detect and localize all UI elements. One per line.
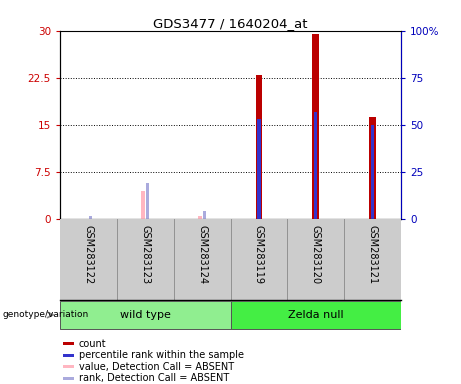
Bar: [63, 354, 74, 357]
FancyBboxPatch shape: [60, 301, 230, 329]
Bar: [257, 119, 260, 219]
Bar: [313, 34, 319, 219]
Text: percentile rank within the sample: percentile rank within the sample: [79, 350, 244, 360]
Bar: [63, 342, 74, 345]
Title: GDS3477 / 1640204_at: GDS3477 / 1640204_at: [153, 17, 308, 30]
Text: count: count: [79, 339, 106, 349]
Text: genotype/variation: genotype/variation: [2, 310, 89, 319]
Bar: [146, 182, 149, 219]
Bar: [314, 112, 318, 219]
Text: GSM283119: GSM283119: [254, 225, 264, 284]
Text: GSM283124: GSM283124: [197, 225, 207, 285]
Bar: [63, 365, 74, 368]
Text: GSM283122: GSM283122: [83, 225, 94, 285]
FancyBboxPatch shape: [230, 301, 401, 329]
Bar: [369, 117, 376, 219]
Text: GSM283123: GSM283123: [140, 225, 150, 285]
Bar: [141, 191, 145, 219]
Text: GSM283120: GSM283120: [311, 225, 321, 285]
Bar: [89, 216, 92, 219]
Bar: [203, 211, 206, 219]
Text: value, Detection Call = ABSENT: value, Detection Call = ABSENT: [79, 362, 234, 372]
Bar: [371, 125, 374, 219]
Text: GSM283121: GSM283121: [367, 225, 378, 285]
Text: Zelda null: Zelda null: [288, 310, 343, 320]
Bar: [255, 74, 262, 219]
Text: wild type: wild type: [120, 310, 171, 320]
Bar: [63, 377, 74, 380]
Text: rank, Detection Call = ABSENT: rank, Detection Call = ABSENT: [79, 373, 229, 383]
Bar: [197, 216, 202, 219]
